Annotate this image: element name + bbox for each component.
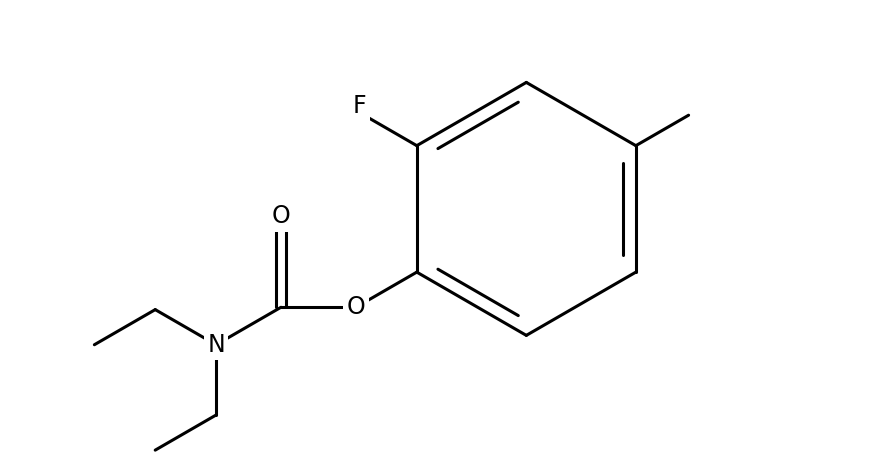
Text: F: F — [353, 94, 366, 118]
Text: N: N — [207, 333, 225, 357]
Text: O: O — [271, 204, 290, 228]
Text: O: O — [347, 295, 365, 319]
